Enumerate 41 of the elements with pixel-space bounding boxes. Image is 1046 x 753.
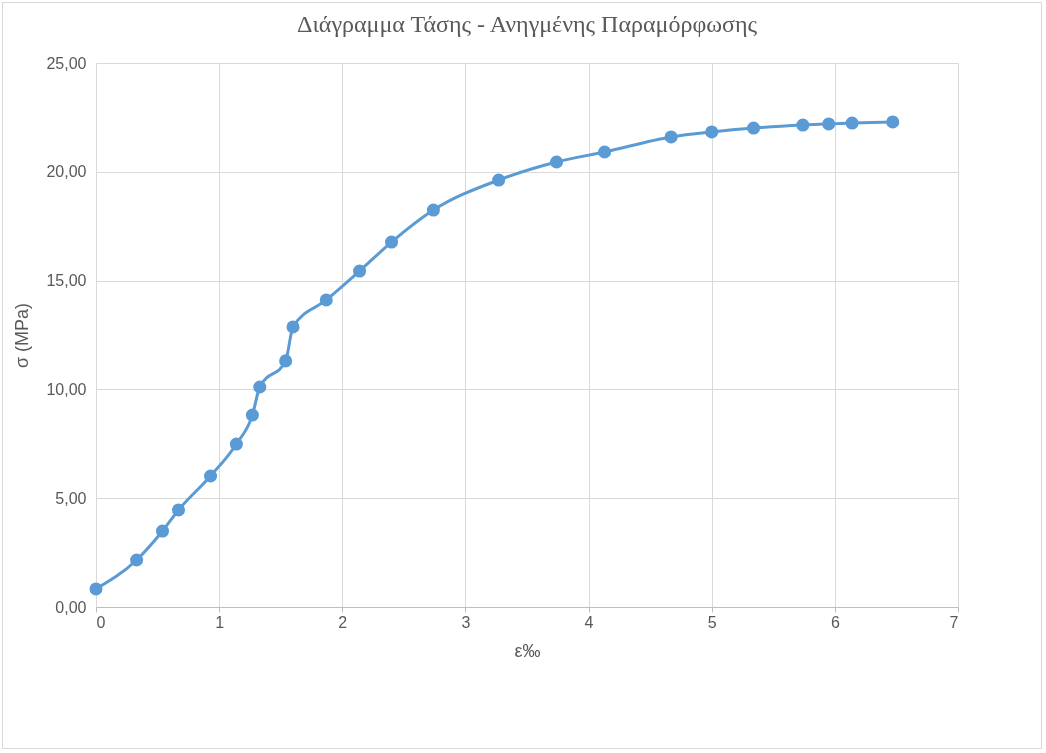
point	[279, 354, 293, 368]
y-tick-label: 25,00	[46, 54, 87, 72]
x-tick-label: 5	[707, 613, 717, 631]
x-tick-label: 0	[96, 613, 106, 631]
x-tick-label: 2	[338, 613, 348, 631]
y-tick-label: 15,00	[46, 272, 87, 290]
point	[130, 553, 144, 567]
x-axis-title: ε‰	[514, 640, 541, 661]
point	[245, 408, 259, 422]
point	[385, 235, 399, 249]
point	[598, 145, 612, 159]
y-tick-label: 10,00	[46, 380, 87, 398]
point	[253, 380, 267, 394]
x-tick-label: 7	[949, 613, 959, 631]
point	[664, 130, 678, 144]
point	[747, 121, 761, 135]
x-tick-label: 3	[461, 613, 471, 631]
x-tick-label: 4	[584, 613, 594, 631]
point	[796, 118, 810, 132]
point	[229, 437, 243, 451]
point	[705, 125, 719, 139]
point	[426, 203, 440, 217]
point	[550, 155, 564, 169]
y-axis-title: σ (MPa)	[12, 302, 33, 369]
y-tick-label: 5,00	[55, 489, 87, 507]
point	[822, 117, 836, 131]
point	[89, 582, 103, 596]
point	[845, 116, 859, 130]
point	[286, 320, 300, 334]
point	[155, 524, 170, 538]
y-tick-label: 0,00	[55, 598, 87, 616]
chart-title: Διάγραμμα Τάσης - Ανηγμένης Παραμόρφωσης	[296, 11, 758, 37]
point	[492, 173, 506, 187]
y-tick-label: 20,00	[46, 163, 87, 181]
x-tick-label: 1	[215, 613, 225, 631]
x-tick-label: 6	[830, 613, 840, 631]
point	[204, 469, 218, 483]
point	[319, 293, 333, 307]
point	[353, 264, 367, 278]
point	[886, 115, 900, 129]
point	[171, 503, 186, 517]
